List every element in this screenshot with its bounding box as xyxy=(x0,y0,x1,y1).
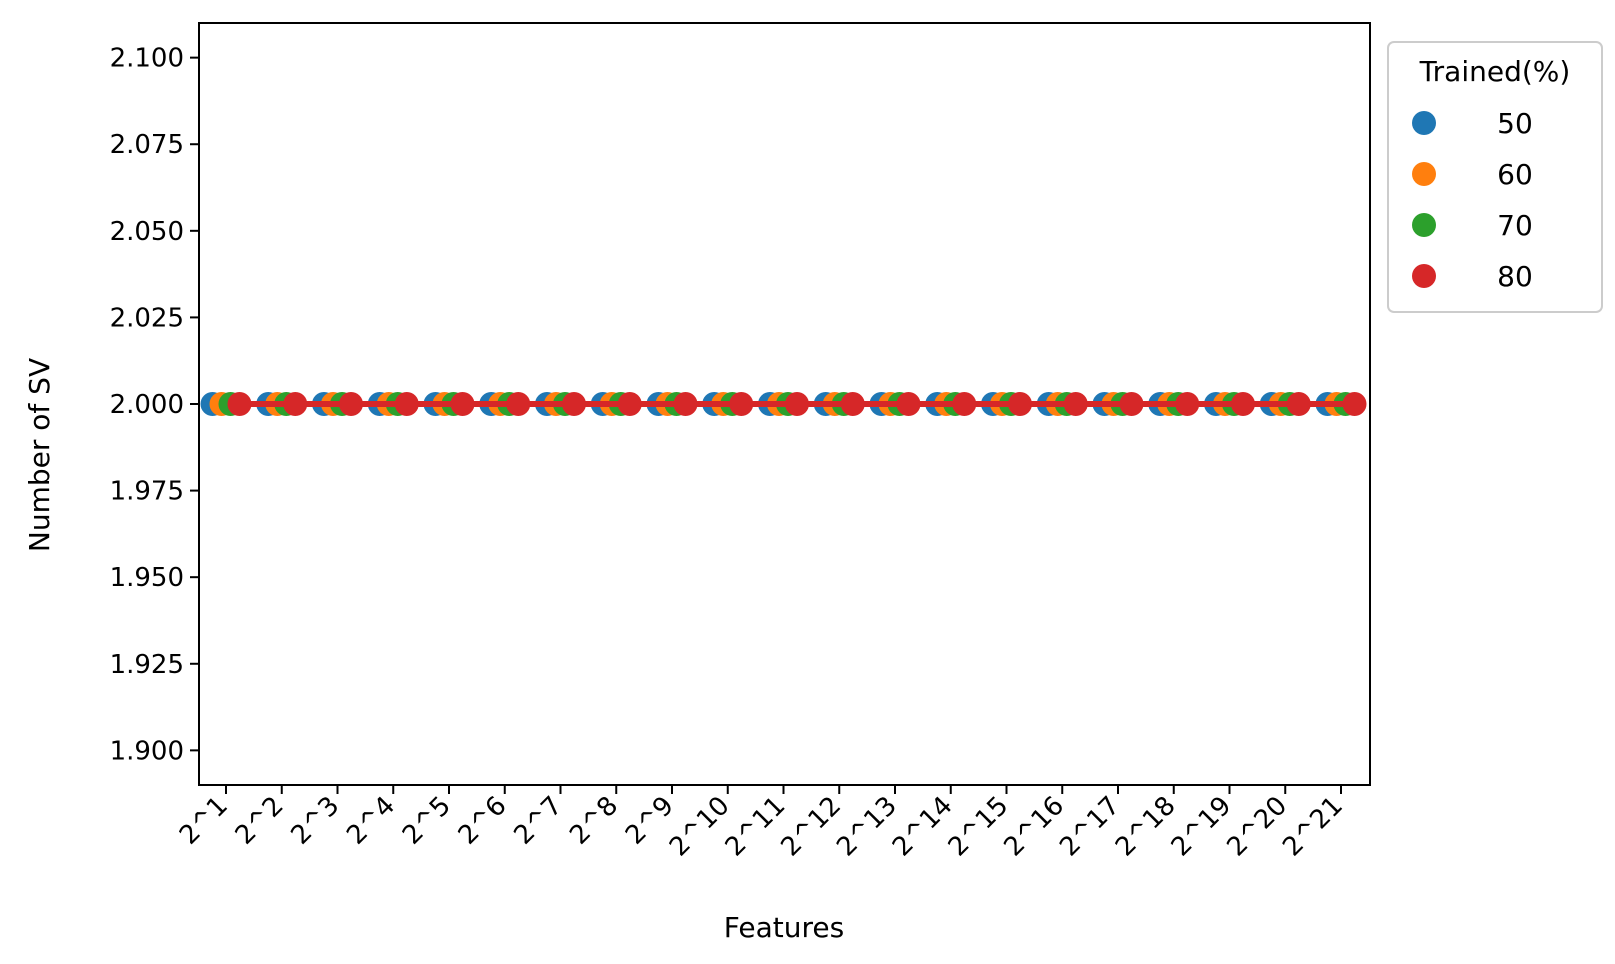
x-tick-label: 2^15 xyxy=(943,791,1015,863)
x-tick-label: 2^7 xyxy=(508,791,568,851)
x-tick-label: 2^10 xyxy=(664,791,736,863)
x-tick-label: 2^18 xyxy=(1110,791,1182,863)
data-point xyxy=(785,392,809,416)
y-axis: 1.900 1.925 1.950 1.975 2.000 2.025 2.050 2.075… xyxy=(110,44,199,766)
data-point xyxy=(729,392,754,416)
legend-item: 50 xyxy=(1412,107,1533,140)
legend-marker xyxy=(1412,162,1436,186)
data-point xyxy=(1063,392,1088,416)
data-point xyxy=(227,392,252,416)
y-tick-label: 2.100 xyxy=(110,44,184,74)
x-tick-label: 2^11 xyxy=(720,791,792,863)
legend-label: 60 xyxy=(1497,158,1533,191)
x-axis: 2^12^22^32^42^52^62^72^82^92^102^112^122… xyxy=(174,785,1349,862)
data-point xyxy=(1119,392,1144,416)
data-point xyxy=(617,392,642,416)
data-point xyxy=(1286,392,1311,416)
legend-marker xyxy=(1412,213,1436,237)
y-tick-label: 1.975 xyxy=(110,477,184,507)
y-tick-label: 2.075 xyxy=(110,130,184,160)
legend-item: 60 xyxy=(1412,158,1533,191)
legend-item: 80 xyxy=(1412,260,1533,293)
data-point xyxy=(896,392,921,416)
data-point xyxy=(394,392,419,416)
plot-area xyxy=(200,392,1367,416)
x-tick-label: 2^1 xyxy=(174,791,234,851)
x-tick-label: 2^21 xyxy=(1277,791,1349,863)
x-tick-label: 2^12 xyxy=(775,791,847,863)
data-point xyxy=(283,392,308,416)
data-point xyxy=(673,392,698,416)
legend-label: 70 xyxy=(1497,209,1533,242)
legend-marker xyxy=(1412,264,1436,288)
y-tick-label: 1.950 xyxy=(110,563,184,593)
data-point xyxy=(450,392,475,416)
data-point xyxy=(1231,392,1255,416)
series-80 xyxy=(227,392,1367,416)
legend-item: 70 xyxy=(1412,209,1533,242)
y-tick-label: 2.000 xyxy=(110,390,184,420)
x-tick-label: 2^14 xyxy=(887,791,959,863)
x-tick-label: 2^6 xyxy=(453,791,513,851)
data-point xyxy=(1175,392,1200,416)
legend-marker xyxy=(1412,111,1436,135)
y-axis-title: Number of SV xyxy=(23,358,56,552)
x-tick-label: 2^3 xyxy=(285,791,345,851)
x-tick-label: 2^20 xyxy=(1221,791,1293,863)
y-tick-label: 1.925 xyxy=(110,650,184,680)
y-tick-label: 1.900 xyxy=(110,736,184,766)
data-point xyxy=(339,392,363,416)
x-tick-label: 2^4 xyxy=(341,791,401,851)
x-tick-label: 2^16 xyxy=(998,791,1070,863)
data-point xyxy=(1008,392,1032,416)
x-axis-title: Features xyxy=(724,911,844,944)
data-point xyxy=(506,392,531,416)
x-tick-label: 2^13 xyxy=(831,791,903,863)
data-point xyxy=(562,392,586,416)
x-tick-label: 2^5 xyxy=(397,791,457,851)
y-tick-label: 2.025 xyxy=(110,303,184,333)
y-tick-label: 2.050 xyxy=(110,217,184,247)
data-point xyxy=(952,392,977,416)
legend-label: 50 xyxy=(1497,107,1533,140)
data-point xyxy=(840,392,865,416)
x-tick-label: 2^8 xyxy=(564,791,624,851)
legend-title: Trained(%) xyxy=(1419,55,1571,88)
legend-items: 50 60 70 80 xyxy=(1412,107,1533,293)
data-point xyxy=(1342,392,1367,416)
x-tick-label: 2^19 xyxy=(1166,791,1238,863)
legend: Trained(%) 50 60 70 80 xyxy=(1387,41,1603,313)
legend-label: 80 xyxy=(1497,260,1533,293)
x-tick-label: 2^17 xyxy=(1054,791,1126,863)
legend-frame xyxy=(1387,41,1603,313)
x-tick-label: 2^2 xyxy=(230,791,290,851)
